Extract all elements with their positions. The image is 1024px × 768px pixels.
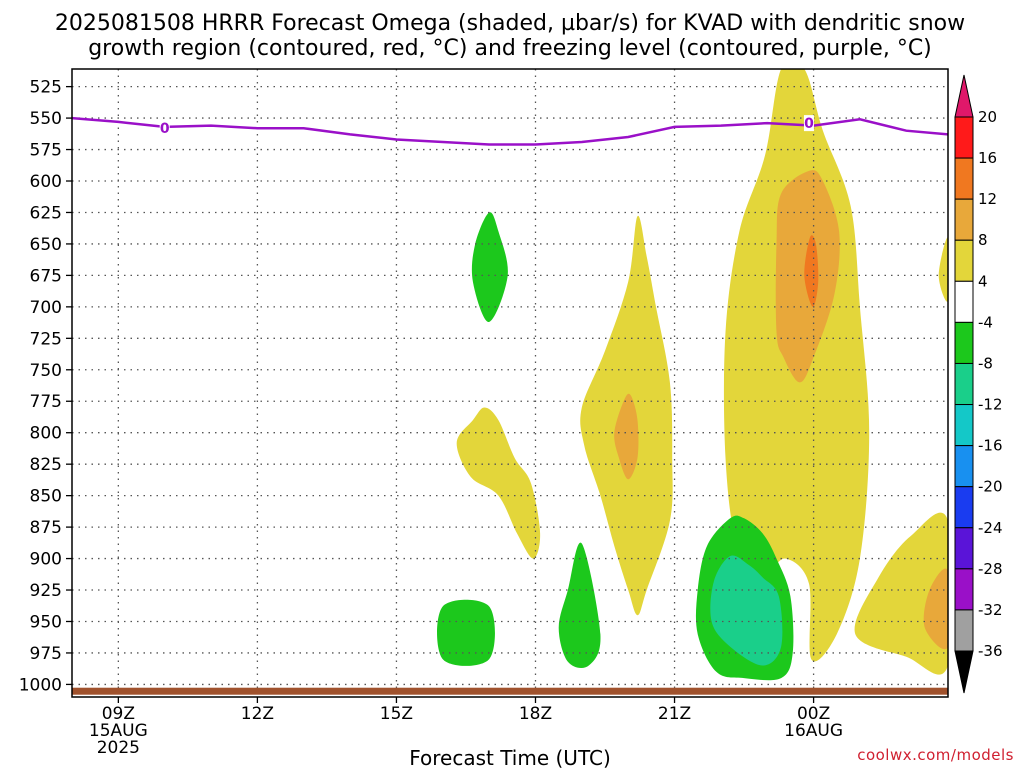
colorbar-band-7 xyxy=(954,404,974,447)
freezing-label-1: 0 xyxy=(804,116,814,132)
x-tick-label-0-2: 2025 xyxy=(97,738,140,758)
y-tick-label-9: 750 xyxy=(30,361,62,381)
y-tick-label-16: 925 xyxy=(30,581,62,601)
colorbar-label-10: -24 xyxy=(978,519,1003,537)
y-tick-label-12: 825 xyxy=(30,455,62,475)
y-tick-label-18: 975 xyxy=(30,644,62,664)
x-tick-label-3-0: 18Z xyxy=(519,704,552,724)
y-tick-label-1: 550 xyxy=(30,109,62,129)
y-tick-label-11: 800 xyxy=(30,424,62,444)
y-tick-label-4: 625 xyxy=(30,203,62,223)
colorbar-label-4: 4 xyxy=(978,272,988,290)
colorbar-band-5 xyxy=(954,321,974,364)
colorbar-label-8: -16 xyxy=(978,437,1003,455)
x-tick-label-0-1: 15AUG xyxy=(89,721,148,741)
freezing-label-0: 0 xyxy=(160,121,170,137)
colorbar-label-1: 16 xyxy=(978,149,997,167)
y-tick-label-8: 725 xyxy=(30,329,62,349)
y-tick-label-6: 675 xyxy=(30,266,62,286)
y-tick-label-3: 600 xyxy=(30,172,62,192)
y-axis-ticks: 525 550 575 600 625 650 675 700 725 750 775 800 825 8… xyxy=(19,78,72,695)
y-tick-label-17: 950 xyxy=(30,612,62,632)
colorbar-label-3: 8 xyxy=(978,231,988,249)
ground-surface xyxy=(72,687,948,695)
colorbar-band-12 xyxy=(954,609,974,652)
omega-region-8 xyxy=(804,235,819,307)
colorbar-band-2 xyxy=(954,198,974,241)
colorbar-label-5: -4 xyxy=(978,313,993,331)
colorbar-band-8 xyxy=(954,445,974,488)
colorbar-label-6: -8 xyxy=(978,354,993,372)
colorbar-bottom-arrow xyxy=(954,650,974,694)
colorbar: 20 16 12 8 4 -4 -8 -12 -16 -20 -24 -28 -32 -36 xyxy=(954,74,1003,694)
omega-region-13 xyxy=(710,555,783,666)
omega-region-7 xyxy=(614,393,639,480)
y-tick-label-2: 575 xyxy=(30,141,62,161)
y-tick-label-14: 875 xyxy=(30,518,62,538)
colorbar-label-13: -36 xyxy=(978,642,1003,660)
ground-bar xyxy=(72,687,948,695)
chart-title-line1: 2025081508 HRRR Forecast Omega (shaded, … xyxy=(55,11,965,36)
x-axis-label: Forecast Time (UTC) xyxy=(409,746,611,768)
plot-frame xyxy=(71,68,949,698)
omega-region-4 xyxy=(456,407,541,559)
x-tick-label-4-0: 21Z xyxy=(658,704,691,724)
colorbar-band-6 xyxy=(954,362,974,406)
omega-region-9 xyxy=(471,212,508,323)
colorbar-band-11 xyxy=(954,568,974,611)
colorbar-label-7: -12 xyxy=(978,396,1003,414)
omega-region-11 xyxy=(558,542,601,669)
y-tick-label-10: 775 xyxy=(30,392,62,412)
colorbar-band-4 xyxy=(954,280,974,323)
x-tick-label-0-0: 09Z xyxy=(102,704,135,724)
x-tick-label-5-1: 16AUG xyxy=(784,721,843,741)
omega-region-1 xyxy=(854,512,948,675)
colorbar-label-11: -28 xyxy=(978,560,1003,578)
freezing-label-bg-1 xyxy=(803,115,814,132)
colorbar-band-10 xyxy=(954,527,974,570)
colorbar-top-arrow xyxy=(954,74,974,118)
colorbar-label-12: -32 xyxy=(978,601,1003,619)
colorbar-band-9 xyxy=(954,486,974,529)
y-tick-label-7: 700 xyxy=(30,298,62,318)
colorbar-label-0: 20 xyxy=(978,108,997,126)
y-tick-label-15: 900 xyxy=(30,550,62,570)
colorbar-band-1 xyxy=(954,157,974,200)
omega-region-10 xyxy=(437,599,495,666)
freezing-label-bg-0 xyxy=(159,120,170,137)
omega-region-2 xyxy=(938,237,948,302)
grid-lines xyxy=(72,69,948,697)
x-tick-label-1-0: 12Z xyxy=(241,704,274,724)
omega-shading xyxy=(437,69,948,681)
watermark: coolwx.com/models xyxy=(857,746,1014,764)
x-tick-label-5-0: 00Z xyxy=(797,704,830,724)
omega-region-6 xyxy=(923,568,948,650)
colorbar-label-9: -20 xyxy=(978,478,1003,496)
x-tick-label-2-0: 15Z xyxy=(380,704,413,724)
y-tick-label-5: 650 xyxy=(30,235,62,255)
y-tick-label-13: 850 xyxy=(30,487,62,507)
y-tick-label-0: 525 xyxy=(30,78,62,98)
chart-title-line2: growth region (contoured, red, °C) and f… xyxy=(88,36,932,61)
colorbar-band-0 xyxy=(954,116,974,159)
colorbar-band-3 xyxy=(954,239,974,282)
colorbar-label-2: 12 xyxy=(978,190,997,208)
y-tick-label-19: 1000 xyxy=(19,675,62,695)
